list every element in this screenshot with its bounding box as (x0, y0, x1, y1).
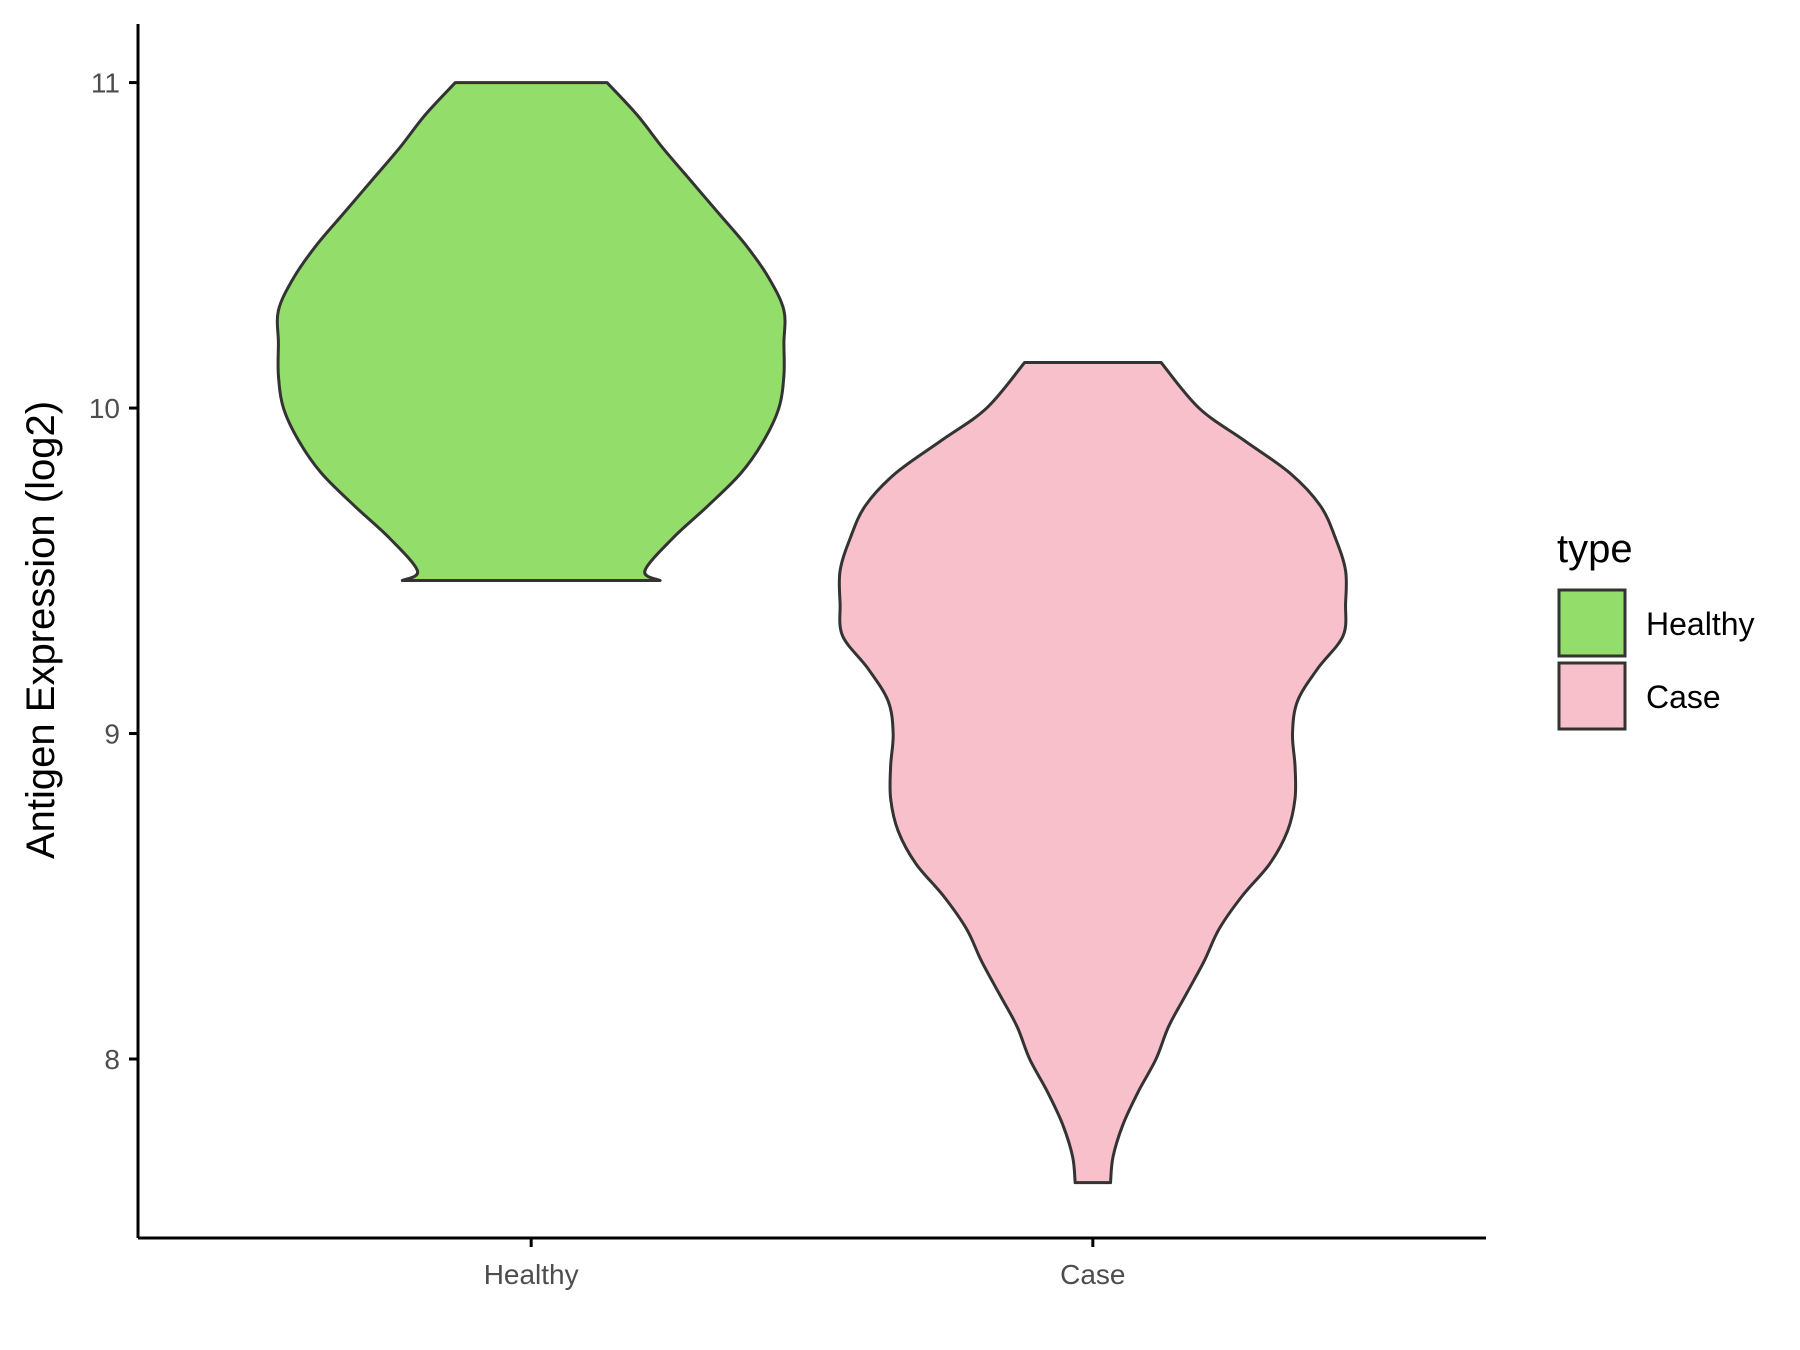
y-tick-label: 11 (91, 68, 120, 99)
y-axis-title: Antigen Expression (log2) (19, 401, 63, 859)
violin-healthy (275, 81, 787, 583)
y-ticks: 8 9 10 11 (89, 68, 138, 1075)
legend-title: type (1557, 527, 1633, 571)
y-tick-label: 9 (104, 719, 120, 750)
x-ticks: Healthy Case (484, 1238, 1126, 1290)
legend-label-healthy: Healthy (1646, 606, 1755, 642)
violin-case (837, 360, 1348, 1185)
legend-key-healthy (1557, 588, 1627, 658)
y-tick-label: 10 (89, 393, 120, 424)
legend-items: Healthy Case (1557, 588, 1755, 731)
legend: type Healthy Case (1557, 527, 1755, 731)
y-tick-label: 8 (104, 1044, 120, 1075)
legend-label-case: Case (1646, 679, 1721, 715)
x-tick-label: Healthy (484, 1259, 579, 1290)
x-tick-label: Case (1060, 1259, 1125, 1290)
legend-key-case (1557, 661, 1627, 731)
violins-layer (275, 81, 1348, 1185)
